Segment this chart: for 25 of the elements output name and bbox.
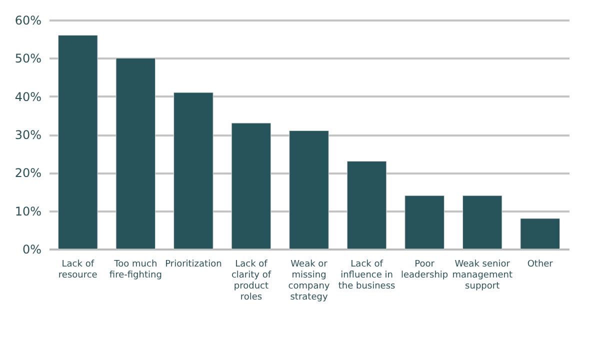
y-tick-label: 50% [14,52,42,66]
x-tick-label: Poor leadership [401,260,448,280]
x-tick-label: Lack of resource [58,260,98,280]
y-tick-label: 20% [14,166,42,180]
y-tick-label: 60% [14,14,42,28]
bar [174,92,214,250]
bar [231,122,272,250]
x-tick-label: Lack of influence in the business [338,260,396,292]
x-tick-label: Weak or missing company strategy [288,260,330,302]
y-tick-label: 30% [14,128,42,142]
y-tick-label: 0% [22,242,42,256]
bar [289,130,329,250]
y-tick-label: 10% [14,204,42,218]
bar [462,195,502,250]
x-tick-label: Prioritization [165,260,222,270]
bar [404,195,444,250]
bar [58,35,98,250]
bar [346,160,387,250]
x-tick-label: Other [527,260,554,270]
x-tick-label: Weak senior management support [452,260,513,292]
bar [520,218,560,250]
x-tick-label: Lack of clarity of product roles [231,260,272,302]
bar [116,58,156,250]
x-tick-label: Too much fire-fighting [109,260,162,280]
y-tick-label: 40% [14,90,42,104]
